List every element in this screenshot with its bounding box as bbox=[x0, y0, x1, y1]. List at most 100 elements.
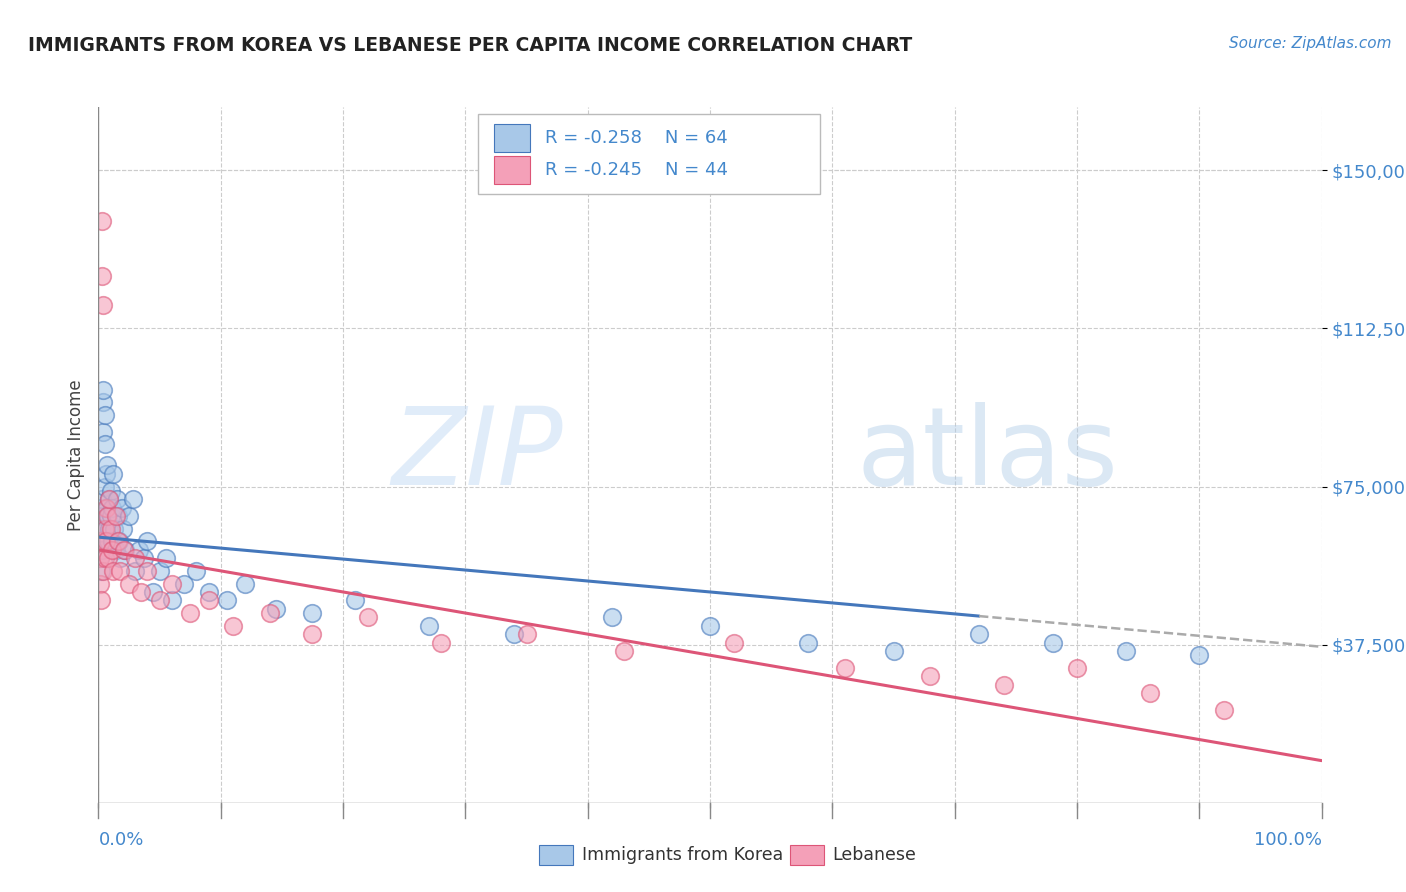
Point bbox=[118, 576, 141, 591]
Text: R = -0.245    N = 44: R = -0.245 N = 44 bbox=[546, 161, 728, 178]
Point bbox=[503, 627, 526, 641]
Point bbox=[89, 576, 111, 591]
Text: 0.0%: 0.0% bbox=[98, 830, 143, 848]
Point bbox=[197, 585, 219, 599]
Text: IMMIGRANTS FROM KOREA VS LEBANESE PER CAPITA INCOME CORRELATION CHART: IMMIGRANTS FROM KOREA VS LEBANESE PER CA… bbox=[28, 36, 912, 54]
Text: Immigrants from Korea: Immigrants from Korea bbox=[582, 846, 783, 864]
Text: atlas: atlas bbox=[856, 402, 1119, 508]
Point bbox=[1115, 644, 1137, 658]
Point bbox=[132, 551, 155, 566]
Point bbox=[430, 635, 453, 649]
Point bbox=[124, 564, 146, 578]
Bar bbox=[494, 156, 530, 184]
Point bbox=[723, 635, 745, 649]
Point bbox=[89, 551, 111, 566]
Point bbox=[91, 542, 114, 557]
Point bbox=[96, 500, 118, 515]
Point bbox=[215, 593, 238, 607]
Point bbox=[101, 564, 124, 578]
Point bbox=[93, 522, 115, 536]
Point bbox=[149, 593, 172, 607]
Point bbox=[91, 298, 114, 312]
Point bbox=[97, 551, 120, 566]
Text: ZIP: ZIP bbox=[392, 402, 564, 508]
Point bbox=[160, 593, 183, 607]
Point bbox=[613, 644, 636, 658]
Point bbox=[111, 522, 134, 536]
Point bbox=[699, 618, 721, 632]
Point bbox=[105, 492, 128, 507]
Point bbox=[128, 542, 150, 557]
Point bbox=[91, 564, 114, 578]
Point bbox=[301, 606, 323, 620]
Point bbox=[264, 602, 287, 616]
Point bbox=[110, 564, 132, 578]
Point bbox=[101, 534, 124, 549]
Point bbox=[155, 551, 177, 566]
Point bbox=[108, 534, 131, 549]
Point bbox=[90, 593, 112, 607]
Point bbox=[91, 509, 114, 524]
Point bbox=[179, 606, 201, 620]
Point bbox=[96, 509, 118, 524]
Text: Lebanese: Lebanese bbox=[832, 846, 917, 864]
Point bbox=[418, 618, 440, 632]
Y-axis label: Per Capita Income: Per Capita Income bbox=[66, 379, 84, 531]
Point bbox=[124, 551, 146, 566]
Point bbox=[107, 534, 129, 549]
Point bbox=[94, 467, 117, 481]
Point bbox=[129, 585, 152, 599]
Point bbox=[1212, 703, 1234, 717]
Point bbox=[136, 564, 159, 578]
Point bbox=[104, 509, 127, 524]
Point bbox=[142, 585, 165, 599]
Point bbox=[97, 534, 120, 549]
Point bbox=[149, 564, 172, 578]
Text: 100.0%: 100.0% bbox=[1254, 830, 1322, 848]
Point bbox=[94, 534, 117, 549]
Point bbox=[301, 627, 323, 641]
Point bbox=[93, 437, 115, 451]
Point bbox=[1139, 686, 1161, 700]
Point bbox=[93, 408, 115, 422]
Point bbox=[91, 268, 114, 283]
Point bbox=[89, 551, 111, 566]
Point bbox=[600, 610, 623, 624]
Point bbox=[118, 509, 141, 524]
Point bbox=[356, 610, 378, 624]
Point bbox=[110, 551, 132, 566]
Point bbox=[993, 678, 1015, 692]
Point bbox=[883, 644, 905, 658]
Text: Source: ZipAtlas.com: Source: ZipAtlas.com bbox=[1229, 36, 1392, 51]
Bar bbox=[494, 124, 530, 153]
Point bbox=[101, 542, 124, 557]
Point bbox=[89, 534, 111, 549]
Point bbox=[91, 492, 114, 507]
Point bbox=[90, 564, 112, 578]
Point bbox=[94, 522, 117, 536]
Point bbox=[93, 479, 115, 493]
Point bbox=[1042, 635, 1064, 649]
Point bbox=[186, 564, 208, 578]
Point bbox=[173, 576, 195, 591]
Point bbox=[90, 500, 112, 515]
Point bbox=[101, 467, 124, 481]
Point bbox=[111, 500, 134, 515]
Point bbox=[121, 492, 143, 507]
Point bbox=[100, 483, 122, 498]
Point bbox=[107, 509, 129, 524]
Point bbox=[90, 522, 112, 536]
Point bbox=[1066, 661, 1088, 675]
Point bbox=[103, 522, 125, 536]
Point bbox=[515, 627, 537, 641]
Point bbox=[94, 500, 117, 515]
Point bbox=[1188, 648, 1211, 663]
Bar bbox=[538, 845, 574, 865]
Point bbox=[98, 522, 121, 536]
Point bbox=[259, 606, 281, 620]
Point bbox=[101, 500, 124, 515]
Point bbox=[91, 214, 114, 228]
Point bbox=[96, 458, 118, 473]
Point bbox=[91, 383, 114, 397]
Point bbox=[98, 492, 121, 507]
